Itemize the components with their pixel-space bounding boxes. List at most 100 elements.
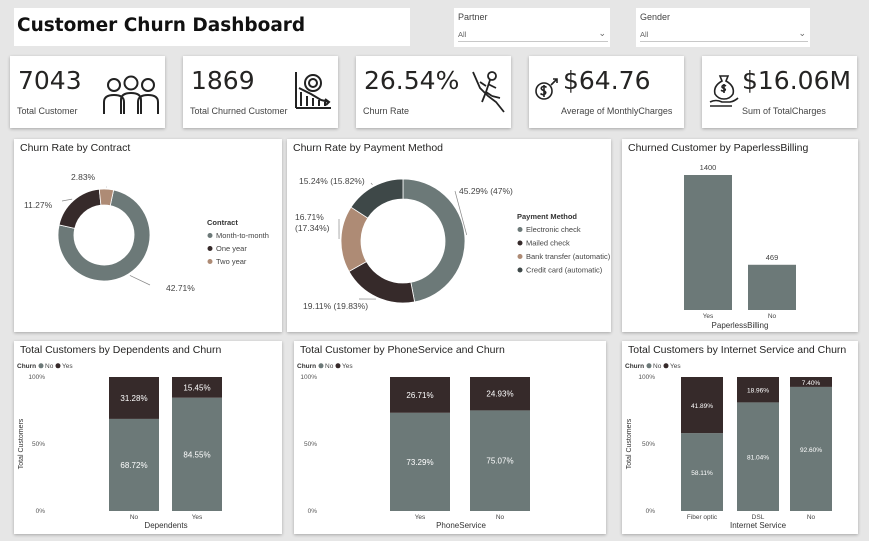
- legend-item: Credit card (automatic): [526, 266, 603, 275]
- data-label: 7.40%: [802, 380, 821, 387]
- internet-stacked-chart: Churn No Yes 0% 50% 100% Total Customers 58.11%…: [625, 363, 832, 530]
- dependents-stacked-chart: Churn No Yes 0% 50% 100% Total Customers 68.72%…: [17, 363, 222, 530]
- legend-marker: [55, 363, 61, 369]
- kpi-value: 7043: [18, 66, 82, 95]
- bar-segment-yes: [109, 377, 159, 419]
- tick-label: 0%: [646, 508, 656, 515]
- tick-label: 0%: [36, 508, 46, 515]
- chevron-down-icon[interactable]: ⌄: [798, 28, 806, 38]
- data-label: 469: [766, 253, 779, 262]
- legend-title: Churn: [17, 363, 36, 370]
- bar-segment-yes: [470, 377, 530, 411]
- chart-title: Churn Rate by Payment Method: [293, 142, 443, 154]
- legend-item: Bank transfer (automatic): [526, 252, 611, 261]
- axis-title: Dependents: [144, 521, 187, 530]
- partner-dropdown[interactable]: All ⌄: [458, 27, 608, 42]
- bar-segment-yes: [681, 377, 723, 434]
- gender-dropdown[interactable]: All ⌄: [640, 27, 808, 42]
- payment-donut-chart: 45.29% (47%) 19.11% (19.83%) 16.71%(17.34%…: [295, 176, 611, 311]
- data-label: 42.71%: [166, 283, 195, 293]
- axis-title: Internet Service: [730, 521, 787, 530]
- data-label: 73.29%: [406, 458, 433, 467]
- paperless-bar-card: Churned Customer by PaperlessBilling 140…: [622, 139, 858, 332]
- declining-chart-icon: [295, 72, 331, 109]
- bar-segment-no: [681, 433, 723, 511]
- internet-bar-card: Total Customers by Internet Service and …: [622, 341, 858, 534]
- leader-line: [129, 275, 151, 286]
- tick-label: Yes: [703, 313, 714, 320]
- legend-item: No: [325, 363, 334, 370]
- legend-marker: [517, 227, 523, 232]
- legend-item: Mailed check: [526, 239, 570, 248]
- partner-slicer[interactable]: Partner All ⌄: [454, 8, 610, 47]
- donut-slice: [58, 188, 102, 229]
- legend-marker: [207, 233, 213, 238]
- data-label: 1400: [700, 163, 717, 172]
- dashboard-title: Customer Churn Dashboard: [17, 15, 306, 36]
- phoneservice-bar-card: Total Customer by PhoneService and Churn…: [294, 341, 606, 534]
- data-label: 41.89%: [691, 403, 713, 410]
- data-label: 31.28%: [120, 394, 147, 403]
- contract-donut-card: Churn Rate by Contract 42.71% 11.27% 2.83%…: [14, 139, 282, 332]
- legend-item: No: [45, 363, 54, 370]
- data-label: 75.07%: [486, 457, 513, 466]
- kpi-card-churn-rate: 26.54% Churn Rate: [356, 56, 511, 128]
- donut-slice: [348, 261, 416, 304]
- data-label: 2.83%: [71, 172, 96, 182]
- legend-marker: [517, 254, 523, 259]
- legend-title: Churn: [297, 363, 316, 370]
- legend-marker: [646, 363, 652, 369]
- kpi-label: Total Customer: [17, 106, 78, 116]
- legend-item: Month-to-month: [216, 231, 269, 240]
- tick-label: 100%: [28, 374, 45, 381]
- tick-label: DSL: [752, 514, 765, 521]
- tick-label: No: [768, 313, 777, 320]
- data-label: 84.55%: [183, 450, 210, 459]
- donut-slice: [350, 178, 404, 219]
- dependents-bar-card: Total Customers by Dependents and Churn …: [14, 341, 282, 534]
- axis-title: PhoneService: [436, 521, 486, 530]
- kpi-card-avg-monthly: $64.76 Average of MonthlyCharges: [529, 56, 684, 128]
- kpi-label: Churn Rate: [363, 106, 410, 116]
- leader-line: [61, 198, 73, 202]
- kpi-label: Total Churned Customer: [190, 106, 288, 116]
- legend-marker: [517, 240, 523, 246]
- partner-slicer-label: Partner: [458, 12, 488, 22]
- legend-item: Electronic check: [526, 225, 581, 234]
- data-label: 92.60%: [800, 447, 822, 454]
- legend-marker: [517, 267, 523, 273]
- legend-item: One year: [216, 244, 247, 253]
- dollar-growth-icon: [535, 78, 558, 100]
- data-label: 16.71%: [295, 212, 324, 222]
- bar: [748, 264, 796, 310]
- contract-donut-chart: 42.71% 11.27% 2.83% Contract Month-to-month O…: [24, 172, 269, 293]
- legend-marker: [335, 363, 341, 369]
- bar-segment-no: [790, 386, 832, 511]
- bar-segment-no: [470, 410, 530, 511]
- leader-line: [370, 182, 373, 185]
- bar-segment-no: [109, 418, 159, 511]
- legend-item: Yes: [342, 363, 353, 370]
- legend-marker: [207, 246, 213, 251]
- tick-label: No: [807, 514, 816, 521]
- donut-slice: [402, 178, 466, 303]
- kpi-card-total-customer: 7043 Total Customer: [10, 56, 165, 128]
- bar-segment-yes: [790, 377, 832, 387]
- bar-segment-no: [737, 402, 779, 511]
- gender-slicer[interactable]: Gender All ⌄: [636, 8, 810, 47]
- legend-item: Yes: [62, 363, 73, 370]
- chart-title: Churned Customer by PaperlessBilling: [628, 142, 809, 154]
- data-label: 26.71%: [406, 391, 433, 400]
- chevron-down-icon[interactable]: ⌄: [598, 28, 606, 38]
- legend-marker: [318, 363, 324, 369]
- tick-label: Yes: [192, 514, 203, 521]
- kpi-card-sum-total: $16.06M Sum of TotalCharges: [702, 56, 857, 128]
- kpi-value: $16.06M: [742, 66, 852, 95]
- legend-item: No: [653, 363, 662, 370]
- chart-title: Total Customers by Internet Service and …: [628, 344, 847, 356]
- tick-label: 100%: [300, 374, 317, 381]
- data-label: 58.11%: [691, 470, 713, 477]
- data-label: 68.72%: [120, 461, 147, 470]
- data-label: 15.45%: [183, 383, 210, 392]
- legend-marker: [663, 363, 669, 369]
